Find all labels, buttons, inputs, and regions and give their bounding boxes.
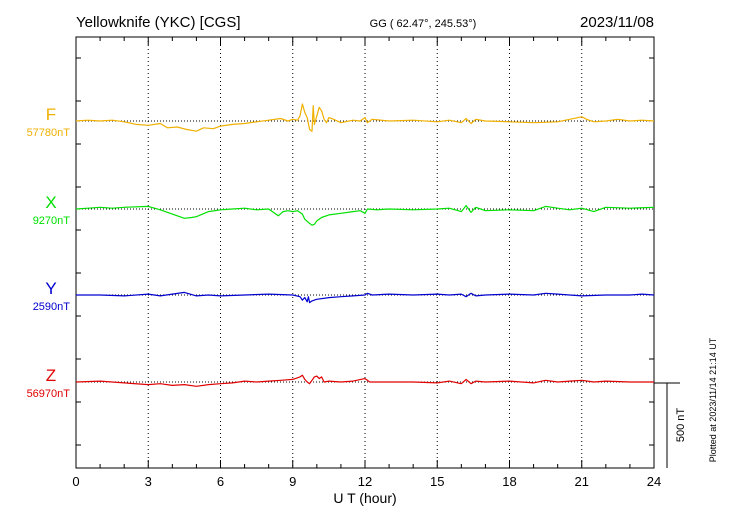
series-lines	[75, 103, 655, 387]
series-baselines	[76, 120, 654, 383]
date: 2023/11/08	[580, 14, 654, 31]
series-line-f	[75, 103, 655, 132]
x-tick-label: 6	[217, 474, 224, 489]
x-tick-label: 3	[145, 474, 152, 489]
baseline-value-z: 56970nT	[27, 388, 71, 400]
series-name-z: Z	[46, 366, 56, 385]
grid-lines	[147, 37, 583, 468]
series-line-z	[75, 374, 654, 387]
x-axis-label: U T (hour)	[333, 490, 396, 506]
x-tick-label: 15	[430, 474, 444, 489]
series-name-y: Y	[45, 279, 56, 298]
baseline-value-x: 9270nT	[33, 215, 71, 227]
series-labels: F 57780nT X 9270nT Y 2590nT Z 56970nT	[27, 105, 71, 400]
x-tick-label: 18	[502, 474, 516, 489]
x-tick-labels: 0 3 6 9 12 15 18 21 24	[72, 474, 661, 489]
station-title: Yellowknife (YKC) [CGS]	[76, 14, 241, 31]
coordinates: GG ( 62.47°, 245.53°)	[370, 18, 477, 30]
x-tick-label: 9	[289, 474, 296, 489]
series-name-x: X	[45, 193, 56, 212]
series-line-x	[75, 205, 655, 226]
baseline-value-f: 57780nT	[27, 127, 71, 139]
series-name-f: F	[46, 105, 56, 124]
axis-ticks	[75, 37, 655, 468]
baseline-value-y: 2590nT	[33, 301, 71, 313]
x-tick-label: 21	[575, 474, 589, 489]
x-tick-label: 12	[358, 474, 372, 489]
plotted-timestamp: Plotted at 2023/11/14 21:14 UT	[708, 337, 718, 462]
x-tick-label: 24	[647, 474, 661, 489]
scale-bar-label: 500 nT	[675, 408, 687, 443]
x-tick-label: 0	[72, 474, 79, 489]
series-line-y	[76, 291, 655, 304]
